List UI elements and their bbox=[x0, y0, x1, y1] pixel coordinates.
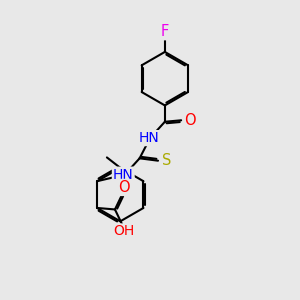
Text: F: F bbox=[161, 24, 169, 39]
Text: S: S bbox=[162, 153, 171, 168]
Text: OH: OH bbox=[113, 224, 134, 239]
Text: HN: HN bbox=[113, 168, 134, 182]
Text: HN: HN bbox=[138, 131, 159, 145]
Text: O: O bbox=[184, 113, 195, 128]
Text: O: O bbox=[118, 180, 130, 195]
